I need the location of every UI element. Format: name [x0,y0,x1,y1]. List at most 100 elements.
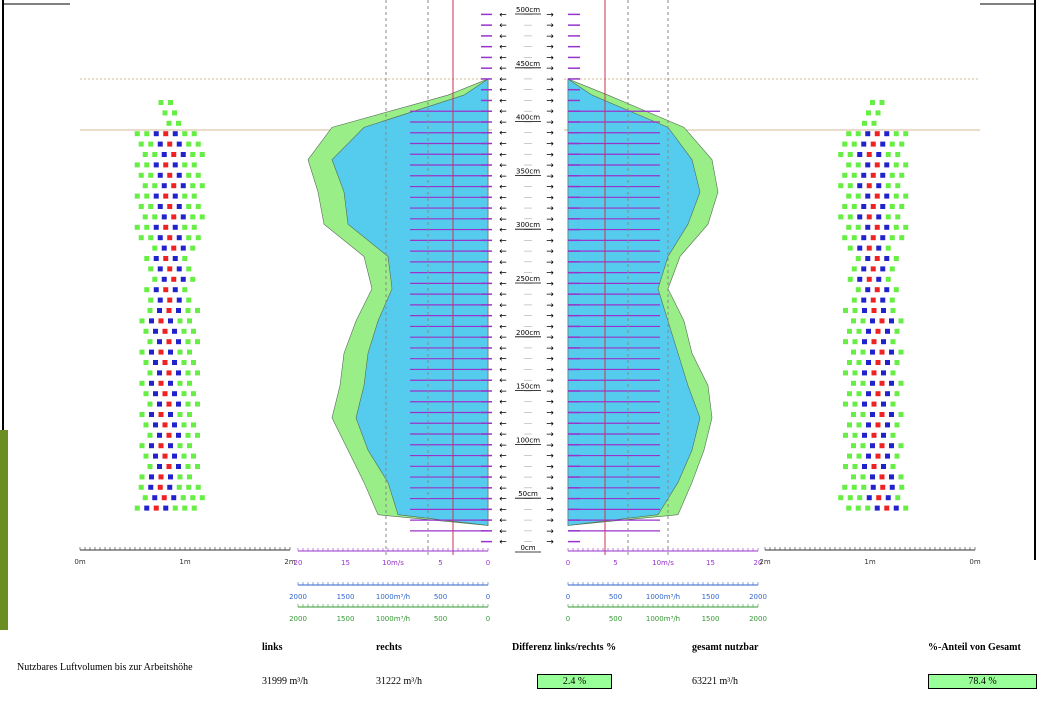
dot-green [138,204,144,209]
dot-green [856,328,862,334]
dot-green [847,276,853,282]
dot-green [842,204,848,209]
velocity-left-axis-tick-label: 5 [438,559,442,567]
left-arrow-glyph: ← [499,301,507,311]
dot-green [139,380,145,386]
left-arrow-glyph: ← [499,21,507,31]
dot-green [852,432,858,438]
dot-green [860,349,866,355]
dot-blue [152,495,158,501]
dot-green [191,505,197,511]
left-arrow-glyph: ← [499,365,507,375]
left-arrow-glyph: ← [499,473,507,483]
left-arrow-glyph: ← [499,75,507,85]
dot-green [187,380,192,386]
dot-blue [172,328,177,334]
dot-red [167,235,173,241]
dot-green [838,495,844,501]
right-arrow-glyph: → [546,290,554,300]
dot-red [167,204,173,209]
dot-red [167,172,173,178]
right-arrow-glyph: → [546,269,554,279]
dot-blue [861,172,867,178]
dot-green [898,474,904,480]
dot-green [843,339,848,345]
dot-green [182,505,188,511]
dot-green [182,131,188,137]
left-arrow-glyph: ← [499,53,507,63]
dot-blue [865,287,871,293]
dot-green [860,318,866,324]
dot-green [875,110,881,116]
velocity-left-axis-tick-label: 15 [341,559,350,567]
right-arrow-glyph: → [546,430,554,440]
right-arrow-glyph: → [546,107,554,117]
dot-blue [866,422,871,428]
flow-green-right-axis-tick-label: 2000 [749,615,767,623]
dot-blue [172,193,178,199]
dot-green [195,339,200,345]
right-arrow-glyph: → [546,86,554,96]
dot-blue [862,370,867,376]
flow-blue-left-axis-tick-label: 2000 [289,593,307,601]
dot-green [851,141,857,147]
height-label: 200cm [516,329,540,337]
dot-green [855,287,861,293]
dot-green [871,120,877,126]
dot-green [177,349,183,355]
dot-blue [889,412,894,417]
dot-blue [880,141,886,147]
dot-green [861,484,867,490]
dot-green [199,152,205,157]
dot-blue [153,360,158,365]
dot-green [843,308,848,313]
dot-red [161,495,167,501]
dot-green [890,339,896,345]
dot-red [871,308,877,313]
dot-green [185,339,191,345]
header-rechts: rechts [376,642,402,653]
dot-blue [857,152,863,157]
dot-blue [881,339,886,345]
left-arrow-glyph: ← [499,64,507,74]
dot-green [138,141,144,147]
right-arrow-glyph: → [546,452,554,462]
dot-blue [861,235,867,241]
dot-red [875,360,881,365]
dot-green [185,401,191,407]
dot-green [147,401,153,407]
dot-green [143,391,149,397]
dot-blue [144,505,150,511]
left-arrow-glyph: ← [499,462,507,472]
row-label: Nutzbares Luftvolumen bis zur Arbeitshöh… [17,662,193,673]
dot-blue [870,443,875,449]
dot-green [186,235,192,241]
dot-blue [172,453,177,459]
dot-blue [153,422,158,428]
dot-red [158,349,164,355]
dot-green [843,432,848,438]
dot-blue [172,256,178,261]
dot-blue [880,266,886,272]
dot-red [171,183,177,189]
dot-red [870,266,876,272]
dot-green [894,360,900,365]
flow-green-left-axis-tick-label: 1500 [337,615,355,623]
dot-red [874,287,880,293]
dot-green [168,100,173,105]
flow-blue-right-axis-tick-label: 1500 [702,593,720,601]
dot-blue [168,380,173,386]
dot-blue [865,256,871,261]
dot-red [153,505,159,511]
dot-green [172,110,177,116]
dot-green [134,505,140,511]
dot-blue [861,297,867,303]
dot-green [182,256,188,261]
dot-green [838,183,844,189]
dot-blue [153,328,158,334]
dot-green [851,349,856,355]
dot-green [134,224,140,230]
flow-blue-right-axis-tick-label: 1000m³/h [646,593,680,601]
dot-green [898,412,904,417]
